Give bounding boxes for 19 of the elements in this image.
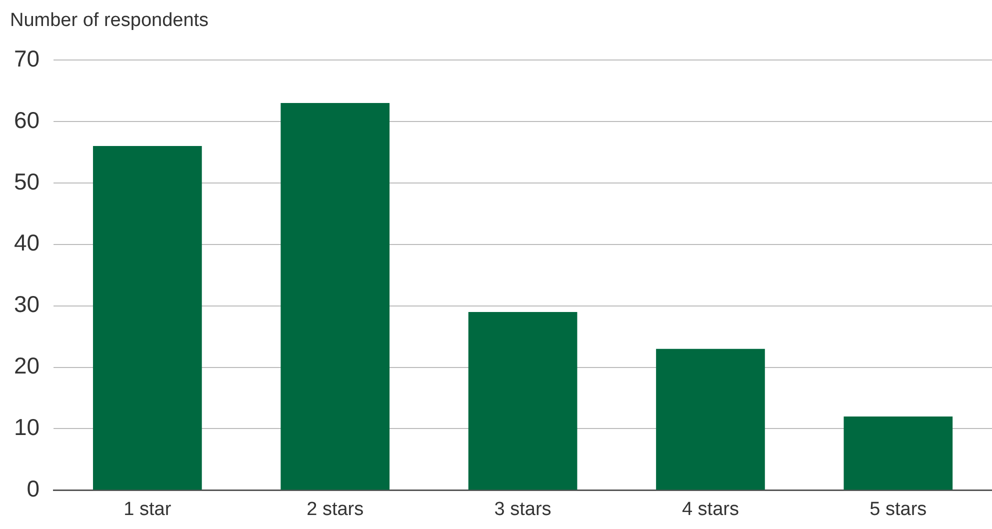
x-tick-label: 2 stars xyxy=(306,498,364,520)
y-axis-title: Number of respondents xyxy=(10,10,209,32)
y-tick-label: 10 xyxy=(14,414,40,440)
x-tick-label: 1 star xyxy=(124,498,172,520)
y-tick-label: 50 xyxy=(14,168,40,194)
x-tick-label: 3 stars xyxy=(494,498,552,520)
x-tick-label: 4 stars xyxy=(682,498,739,520)
bar xyxy=(844,416,953,490)
y-tick-label: 60 xyxy=(14,106,40,133)
y-tick-label: 70 xyxy=(14,45,40,72)
bar xyxy=(280,103,390,490)
y-tick-label: 40 xyxy=(14,230,40,256)
bar xyxy=(92,146,202,490)
y-tick-label: 0 xyxy=(26,476,40,502)
x-tick-label: 5 stars xyxy=(870,498,927,520)
bar xyxy=(468,312,578,490)
bar xyxy=(656,348,765,490)
y-tick-label: 20 xyxy=(14,352,40,379)
y-tick-label: 30 xyxy=(14,291,40,318)
